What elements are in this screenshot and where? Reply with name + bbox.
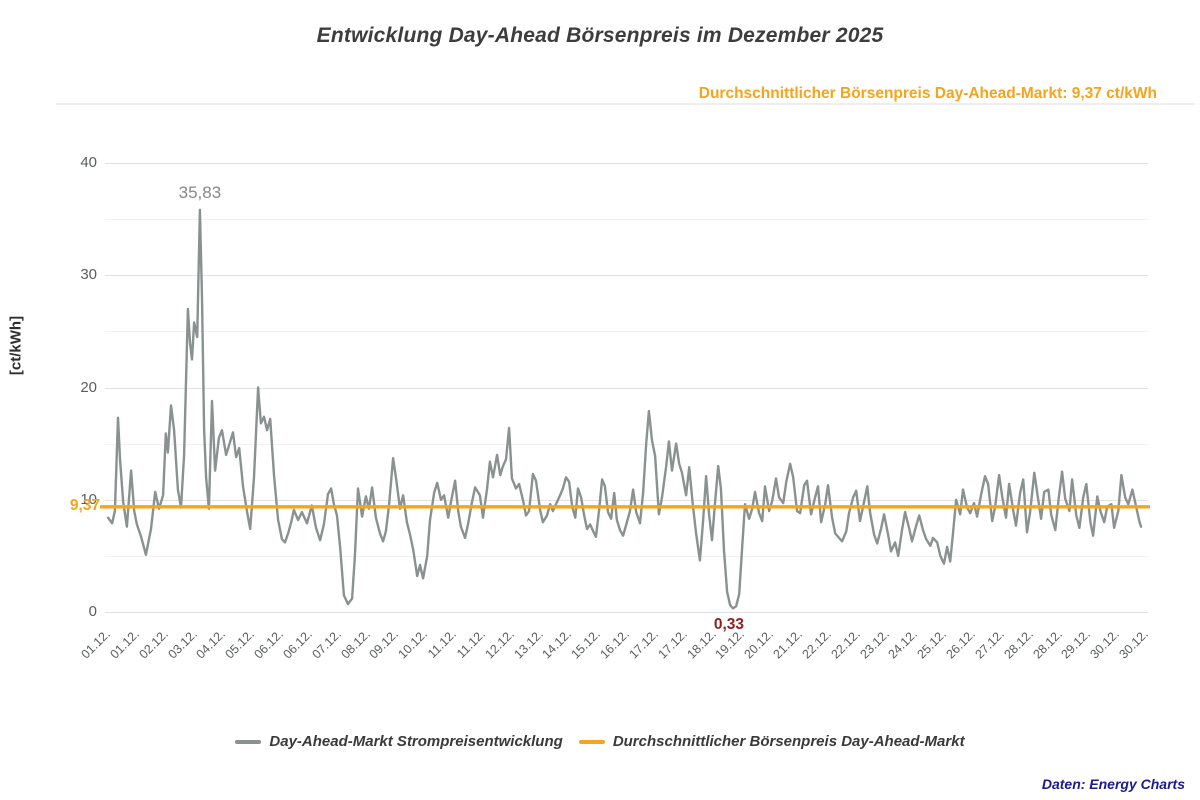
y-tick-label: 40 <box>80 154 97 171</box>
price-line-series <box>106 208 1143 610</box>
gridline-major <box>105 387 1148 389</box>
gridline-minor <box>105 331 1148 333</box>
gridline-major <box>105 612 1148 613</box>
y-tick-label: 0 <box>88 603 97 620</box>
average-value-annotation: 9,37 <box>69 496 100 514</box>
y-tick-label: 10 <box>80 490 97 508</box>
gridline-major <box>105 163 1148 164</box>
average-price-subtitle: Durchschnittlicher Börsenpreis Day-Ahead… <box>698 85 1157 102</box>
y-tick-label: 20 <box>80 378 97 396</box>
gridline-major <box>105 499 1148 501</box>
legend-item-series[interactable]: Day-Ahead-Markt Strompreisentwicklung <box>235 733 563 750</box>
legend: Day-Ahead-Markt Strompreisentwicklung Dur… <box>0 733 1200 750</box>
max-value-annotation: 35,83 <box>178 182 222 202</box>
legend-line-swatch <box>578 739 605 744</box>
legend-label: Durchschnittlicher Börsenpreis Day-Ahead… <box>612 733 965 750</box>
gridline-minor <box>105 219 1148 221</box>
legend-label: Day-Ahead-Markt Strompreisentwicklung <box>269 733 563 750</box>
gridline-minor <box>105 555 1148 557</box>
y-tick-label: 30 <box>80 266 97 284</box>
min-value-annotation: 0,33 <box>713 616 745 633</box>
header-divider <box>56 103 1195 105</box>
page-title: Entwicklung Day-Ahead Börsenpreis im Dez… <box>316 24 884 47</box>
legend-item-average[interactable]: Durchschnittlicher Börsenpreis Day-Ahead… <box>578 733 965 750</box>
gridline-major <box>105 275 1148 277</box>
gridline-minor <box>105 443 1148 445</box>
data-source-note: Daten: Energy Charts <box>1041 776 1185 792</box>
legend-line-swatch <box>235 739 262 744</box>
